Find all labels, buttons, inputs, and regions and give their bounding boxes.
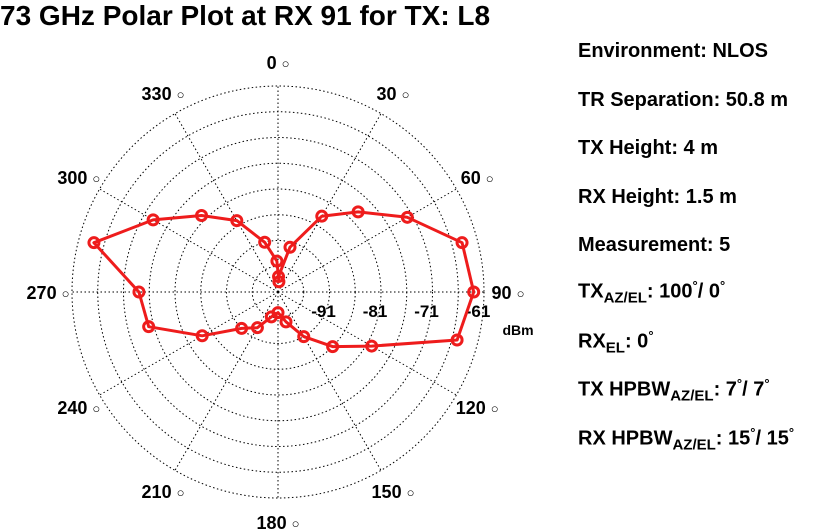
angle-tick-label: 150 ○	[372, 482, 415, 502]
angle-tick-label: 180 ○	[257, 513, 300, 530]
data-point	[365, 339, 379, 353]
rx-hpbw-label: RX HPBW	[578, 427, 673, 450]
data-point	[195, 209, 209, 223]
radial-tick-label: -61	[466, 302, 491, 321]
grid-spoke	[174, 291, 279, 471]
grid-spoke	[174, 113, 279, 293]
data-point	[230, 214, 244, 228]
chart-title: 73 GHz Polar Plot at RX 91 for TX: L8	[0, 0, 491, 31]
angle-tick-label: 270 ○	[27, 283, 70, 303]
tx-hpbw-value: : 7	[713, 378, 737, 401]
angle-tick-label: 30 ○	[377, 84, 410, 104]
rx-hpbw-value: : 15	[715, 427, 751, 450]
data-point	[467, 285, 481, 299]
rx-hpbw-sub: AZ/EL	[672, 436, 716, 454]
grid-ring	[174, 188, 382, 396]
info-rx-el: RXEL: 0°	[578, 328, 654, 357]
info-measurement: Measurement: 5	[578, 234, 731, 256]
rx-el-value: : 0	[624, 330, 649, 353]
degree-mark: °	[648, 328, 654, 343]
data-point	[270, 254, 284, 268]
data-point	[146, 213, 160, 227]
degree-mark: °	[719, 278, 726, 293]
info-tx-height: TX Height: 4 m	[578, 137, 719, 159]
data-point	[264, 310, 278, 324]
data-point	[250, 321, 264, 335]
grid-spoke	[277, 113, 382, 293]
tx-azel-mid: / 0	[697, 280, 720, 303]
rx-el-sub: EL	[605, 339, 625, 357]
degree-mark: °	[764, 376, 770, 391]
tx-azel-sub: AZ/EL	[603, 289, 647, 307]
tx-hpbw-mid: / 7	[742, 378, 765, 401]
data-point	[326, 340, 340, 354]
info-rx-hpbw: RX HPBWAZ/EL: 15°/ 15°	[578, 425, 794, 454]
radial-tick-label: -71	[414, 302, 439, 321]
data-point	[87, 236, 101, 250]
data-point	[315, 209, 329, 223]
data-point	[235, 321, 249, 335]
radial-tick-label: -81	[363, 302, 388, 321]
polar-grid	[71, 85, 485, 499]
data-point	[142, 320, 156, 334]
polar-chart: 0 ○ 30 ○ 60 ○ 90 ○ 120 ○ 150 ○ 180 ○ 210 ○ 240 ○…	[27, 53, 534, 530]
info-environment: Environment: NLOS	[578, 40, 769, 62]
data-point	[132, 285, 146, 299]
data-point	[351, 205, 365, 219]
angle-tick-label: 300 ○	[57, 168, 100, 188]
grid-ring	[226, 240, 330, 344]
tx-hpbw-label: TX HPBW	[578, 378, 671, 401]
data-point	[258, 235, 272, 249]
data-point	[400, 210, 414, 224]
angle-tick-label: 0 ○	[267, 53, 290, 73]
degree-mark: °	[750, 425, 756, 440]
angle-tick-label: 210 ○	[142, 482, 185, 502]
radial-unit-label: dBm	[502, 322, 533, 338]
angle-tick-label: 240 ○	[57, 398, 100, 418]
grid-ring	[71, 85, 485, 499]
degree-mark: °	[692, 278, 698, 293]
angle-tick-label: 330 ○	[142, 84, 185, 104]
angle-tick-label: 90 ○	[492, 283, 525, 303]
info-tr-separation: TR Separation: 50.8 m	[578, 89, 789, 111]
info-tx-hpbw: TX HPBWAZ/EL: 7°/ 7°	[578, 376, 770, 405]
tx-azel-label: TX	[578, 280, 604, 303]
data-point	[272, 270, 286, 284]
angle-tick-label: 60 ○	[461, 168, 494, 188]
angle-tick-label: 120 ○	[456, 398, 499, 418]
data-point	[272, 275, 286, 289]
radial-tick-label: -91	[311, 302, 336, 321]
tx-hpbw-sub: AZ/EL	[670, 387, 714, 405]
degree-mark: °	[736, 376, 743, 391]
data-point	[455, 236, 469, 250]
degree-mark: °	[788, 425, 795, 440]
grid-ring	[123, 137, 433, 447]
radial-tick-labels: -91 -81 -71 -61 dBm	[311, 302, 533, 338]
info-tx-az-el: TXAZ/EL: 100°/ 0°	[578, 278, 725, 307]
rx-el-label: RX	[578, 330, 606, 353]
data-series	[87, 205, 481, 354]
data-point	[279, 315, 293, 329]
data-point	[283, 240, 297, 254]
data-point	[297, 330, 311, 344]
data-point	[195, 329, 209, 343]
rx-hpbw-mid: / 15	[755, 427, 789, 450]
angle-tick-labels: 0 ○ 30 ○ 60 ○ 90 ○ 120 ○ 150 ○ 180 ○ 210 ○ 240 ○…	[27, 53, 525, 530]
info-rx-height: RX Height: 1.5 m	[578, 186, 737, 208]
data-point	[450, 333, 464, 347]
tx-azel-value: : 100	[646, 280, 693, 303]
